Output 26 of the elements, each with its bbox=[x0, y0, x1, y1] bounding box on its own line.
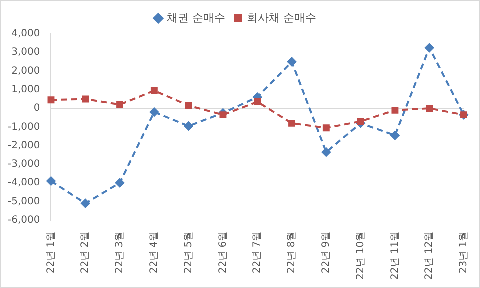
y-tick-label: -4,000 bbox=[8, 178, 40, 189]
y-tick-label: 3,000 bbox=[12, 47, 40, 58]
y-tick-label: -1,000 bbox=[8, 122, 40, 133]
x-tick-label: 22년 4월 bbox=[149, 231, 160, 274]
x-tick-label: 22년 12월 bbox=[424, 231, 436, 280]
y-tick-label: -6,000 bbox=[8, 214, 40, 226]
y-tick-label: 2,000 bbox=[12, 66, 40, 77]
x-tick-label: 22년 2월 bbox=[80, 231, 92, 274]
x-tick-label: 22년 7월 bbox=[252, 231, 264, 274]
x-tick-label: 22년 5월 bbox=[183, 231, 194, 274]
x-tick-label: 22년 3월 bbox=[114, 231, 126, 274]
x-tick-label: 22년 8월 bbox=[286, 231, 298, 274]
x-tick-label: 22년 10월 bbox=[355, 231, 366, 280]
y-tick-label: -2,000 bbox=[8, 140, 40, 152]
x-tick-label: 23년 1월 bbox=[458, 231, 470, 274]
y-tick-label: 0 bbox=[34, 103, 40, 114]
x-tick-label: 22년 11월 bbox=[390, 231, 401, 280]
x-tick-label: 22년 9월 bbox=[321, 231, 332, 274]
legend-label: 회사채 순매수 bbox=[247, 11, 316, 24]
x-tick-label: 22년 1월 bbox=[46, 231, 57, 274]
y-tick-label: -3,000 bbox=[8, 159, 40, 170]
legend-label: 채권 순매수 bbox=[167, 11, 226, 24]
y-tick-label: 4,000 bbox=[12, 28, 40, 40]
y-tick-label: -5,000 bbox=[8, 196, 40, 208]
x-tick-label: 22년 6월 bbox=[218, 231, 229, 274]
y-tick-label: 1,000 bbox=[12, 84, 40, 96]
